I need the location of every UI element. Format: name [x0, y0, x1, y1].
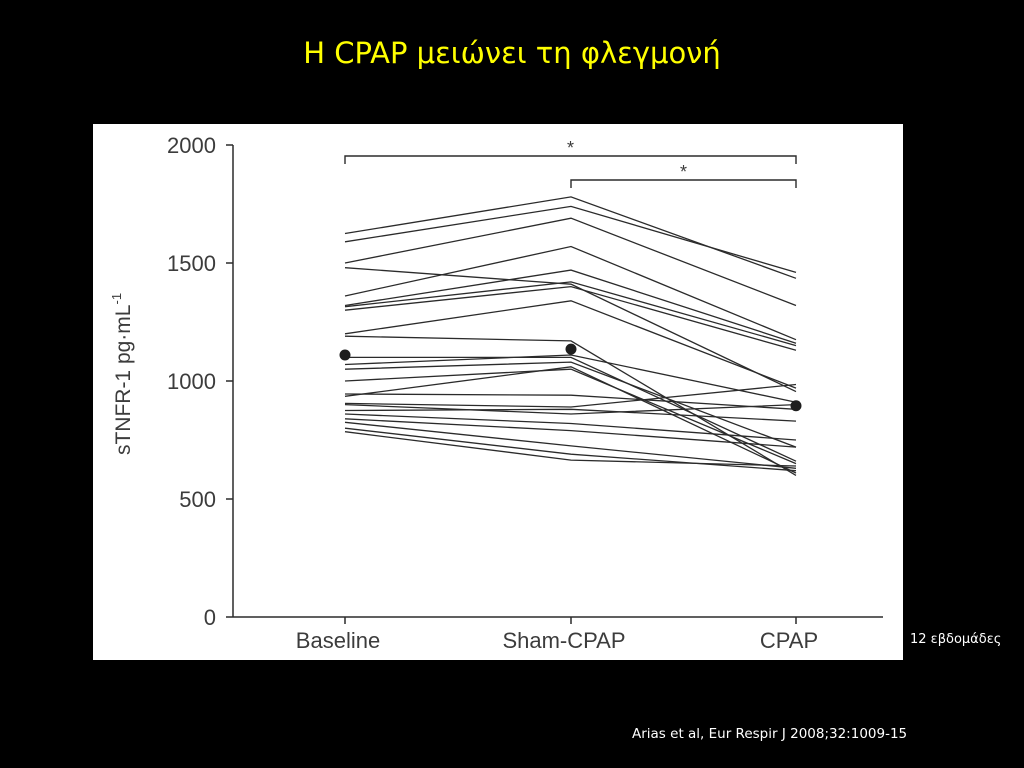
significance-bracket [570, 179, 797, 188]
mean-markers [339, 343, 802, 412]
subject-line [344, 431, 797, 467]
citation: Arias et al, Eur Respir J 2008;32:1009-1… [632, 726, 908, 742]
subject-lines [344, 196, 797, 476]
subject-line [345, 356, 797, 462]
subject-line [344, 427, 797, 472]
chart-panel: 0 500 1000 1500 2000 Baseline Sham-CPAP CPAP * *… [93, 124, 903, 660]
subject-line [344, 408, 797, 422]
subject-line [344, 281, 797, 347]
subject-line [344, 217, 797, 307]
mean-marker [339, 349, 351, 361]
mean-marker [565, 343, 577, 355]
subject-line [344, 300, 797, 389]
mean-marker [790, 400, 802, 412]
side-note: 12 εβδομάδες [910, 632, 1002, 647]
y-tick-label: 500 [179, 487, 216, 512]
y-axis-label-superscript: -1 [109, 293, 124, 305]
subject-line [344, 354, 797, 403]
subject-line [344, 413, 797, 441]
subject-line [344, 418, 797, 448]
y-tick-label: 1500 [167, 251, 216, 276]
subject-line [344, 285, 797, 351]
subject-line [344, 383, 797, 408]
x-tick-label: CPAP [760, 628, 818, 653]
y-tick-label: 0 [204, 605, 216, 630]
significance-brackets: ** [344, 138, 797, 188]
x-tick-label: Sham-CPAP [502, 628, 625, 653]
y-tick-label: 2000 [167, 133, 216, 158]
significance-label: * [567, 138, 574, 158]
slide-title: Η CPAP μειώνει τη φλεγμονή [303, 36, 721, 70]
chart-axes: 0 500 1000 1500 2000 Baseline Sham-CPAP CPAP [167, 133, 883, 653]
subject-line [344, 366, 797, 474]
subject-line [344, 335, 797, 476]
subject-line [344, 245, 797, 341]
subject-line [344, 393, 797, 410]
significance-bracket [344, 155, 797, 164]
subject-line [344, 403, 797, 415]
y-axis-label-main: sTNFR-1 pg·mL [112, 305, 135, 456]
significance-label: * [680, 162, 687, 182]
x-tick-label: Baseline [296, 628, 380, 653]
subject-line [344, 267, 797, 393]
subject-line [344, 368, 797, 465]
y-axis-label: sTNFR-1 pg·mL-1 [109, 293, 135, 455]
subject-line [344, 205, 797, 274]
subject-line [344, 269, 797, 344]
y-tick-label: 1000 [167, 369, 216, 394]
subject-line [344, 196, 797, 279]
subject-line [344, 421, 797, 469]
subject-line [344, 361, 797, 448]
